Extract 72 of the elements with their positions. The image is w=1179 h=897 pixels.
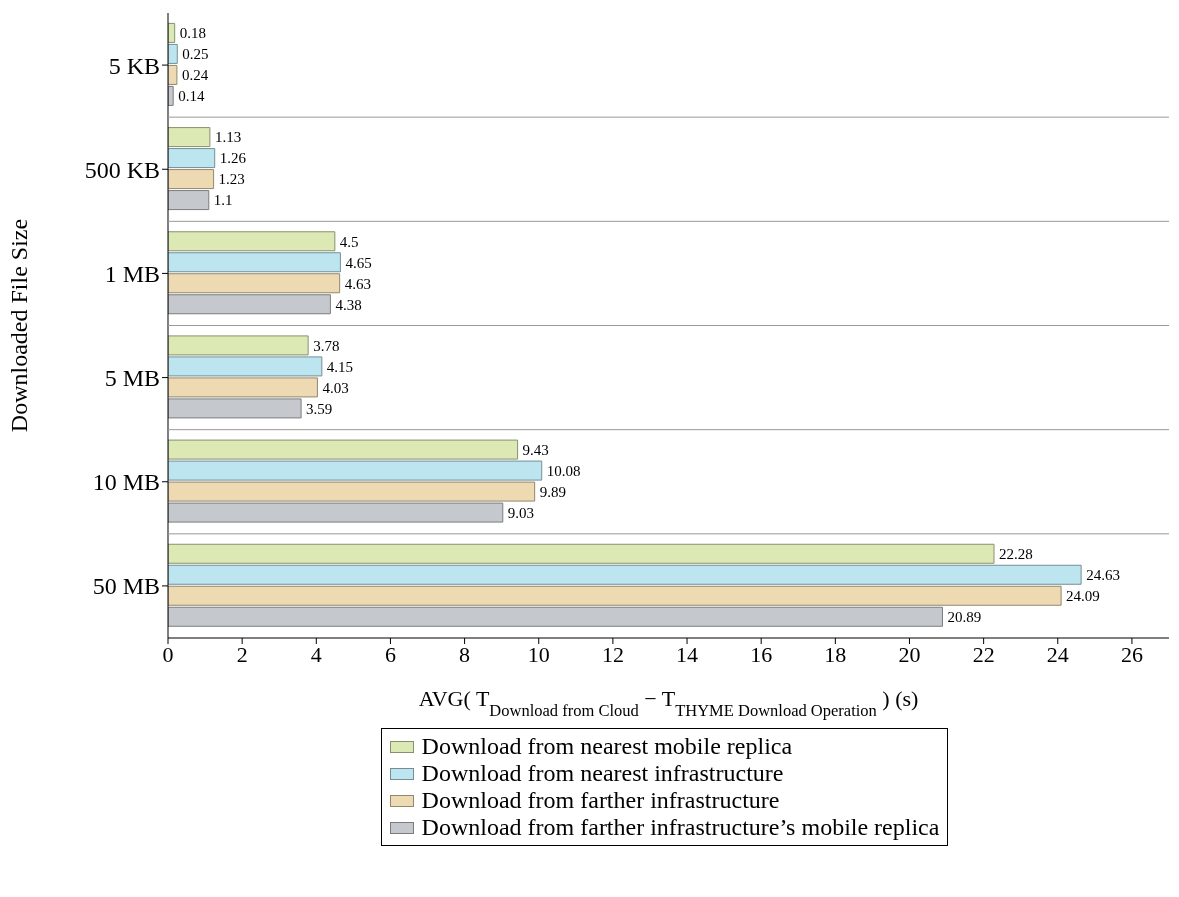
bar xyxy=(168,564,1082,585)
x-tick-label: 6 xyxy=(384,641,396,667)
bar xyxy=(168,127,211,148)
x-tick-label: 10 xyxy=(527,641,550,667)
x-tick-label: 16 xyxy=(750,641,773,667)
bar xyxy=(168,356,323,377)
x-tick-label: 20 xyxy=(898,641,921,667)
bar xyxy=(168,481,536,502)
data-label: 1.13 xyxy=(214,129,242,146)
x-tick-label: 8 xyxy=(459,641,471,667)
legend-label: Download from farther infrastructure xyxy=(421,787,780,814)
x-tick-label: 0 xyxy=(162,641,174,667)
bar xyxy=(168,294,331,315)
y-tick-label: 5 KB xyxy=(108,52,160,79)
data-label: 4.5 xyxy=(339,233,359,250)
data-label: 1.23 xyxy=(218,171,245,188)
data-label: 0.14 xyxy=(178,88,205,105)
bar xyxy=(168,460,543,481)
data-label: 1.1 xyxy=(213,192,233,209)
data-label: 4.63 xyxy=(344,275,371,292)
bar xyxy=(168,148,216,169)
bar xyxy=(168,377,318,398)
y-tick-label: 500 KB xyxy=(84,156,160,183)
data-label: 24.09 xyxy=(1066,588,1100,605)
x-tick-label: 12 xyxy=(601,641,624,667)
bar xyxy=(168,543,995,564)
bar xyxy=(168,585,1062,606)
bar xyxy=(168,252,341,273)
bar xyxy=(168,398,302,419)
x-axis-title: AVG( T$_{Download from Cloud}$ − T$_{THYME Download Operation}$ ) (s) xyxy=(418,686,919,720)
data-label: 22.28 xyxy=(999,546,1033,563)
bar xyxy=(168,169,215,190)
data-label: 3.59 xyxy=(306,400,333,417)
data-label: 0.25 xyxy=(182,46,209,63)
data-label: 20.89 xyxy=(947,609,982,626)
x-tick-label: 24 xyxy=(1046,641,1069,667)
data-label: 10.08 xyxy=(546,462,581,479)
y-tick-label: 50 MB xyxy=(92,573,160,600)
bar xyxy=(168,231,336,252)
data-label: 4.15 xyxy=(326,358,354,375)
y-tick-label: 5 MB xyxy=(104,365,160,392)
legend-label: Download from nearest mobile replica xyxy=(421,733,793,760)
x-tick-label: 4 xyxy=(310,641,322,667)
data-label: 4.65 xyxy=(345,254,372,271)
bar xyxy=(168,190,210,211)
data-label: 0.18 xyxy=(179,25,206,42)
x-tick-label: 26 xyxy=(1120,641,1143,667)
y-tick-label: 10 MB xyxy=(92,469,160,496)
bar xyxy=(168,439,519,460)
bar xyxy=(168,502,504,523)
data-label: 4.03 xyxy=(322,379,349,396)
bar xyxy=(168,335,309,356)
data-label: 3.78 xyxy=(313,337,340,354)
data-label: 1.26 xyxy=(219,150,247,167)
bar xyxy=(168,273,341,294)
y-axis-title: Downloaded File Size xyxy=(5,218,32,433)
bar xyxy=(168,64,178,85)
data-label: 4.38 xyxy=(335,296,362,313)
data-label: 0.24 xyxy=(181,67,209,84)
x-tick-label: 14 xyxy=(676,641,699,667)
bar xyxy=(168,606,943,627)
data-label: 9.03 xyxy=(507,504,535,521)
y-tick-label: 1 MB xyxy=(104,260,160,287)
legend-label: Download from nearest infrastructure xyxy=(421,760,784,787)
x-tick-label: 18 xyxy=(824,641,847,667)
data-label: 9.89 xyxy=(539,483,566,500)
data-label: 24.63 xyxy=(1086,567,1120,584)
x-tick-label: 22 xyxy=(972,641,995,667)
x-tick-label: 2 xyxy=(236,641,248,667)
legend-label: Download from farther infrastructure’s mobile replica xyxy=(421,814,940,841)
bar xyxy=(168,43,178,64)
data-label: 9.43 xyxy=(522,441,549,458)
